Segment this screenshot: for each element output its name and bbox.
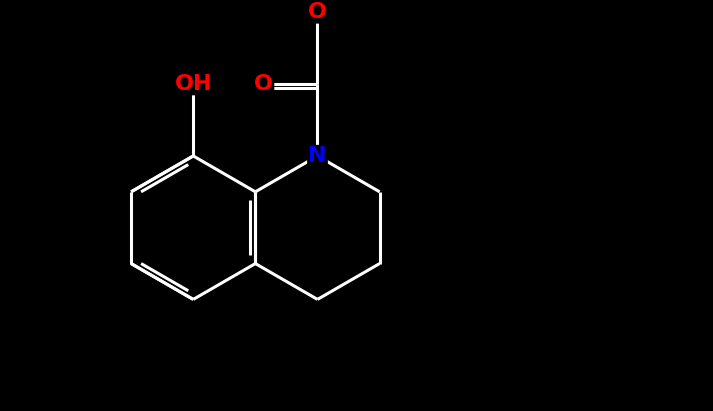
Text: OH: OH xyxy=(175,74,212,94)
Text: O: O xyxy=(308,2,327,23)
Text: N: N xyxy=(308,146,327,166)
Text: O: O xyxy=(255,74,273,94)
